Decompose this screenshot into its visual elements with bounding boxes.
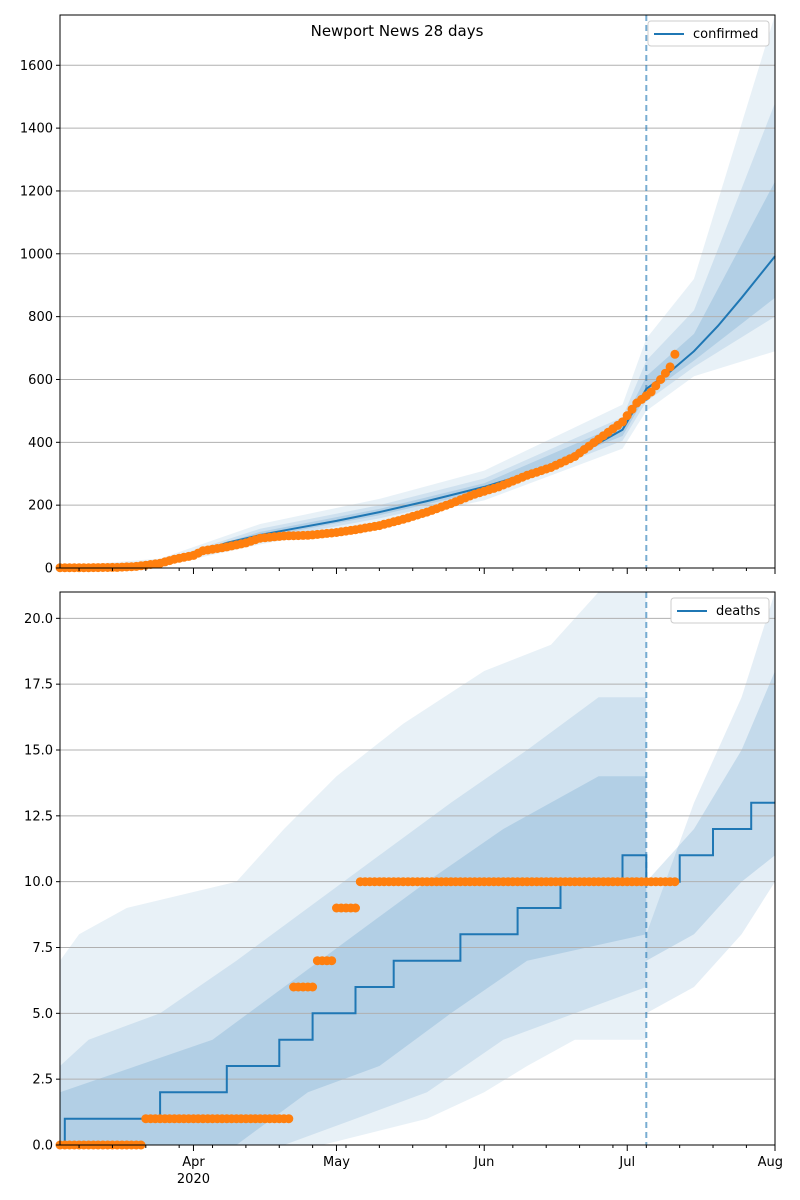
y-tick-label: 17.5 bbox=[24, 678, 53, 693]
confirmed-legend-label: confirmed bbox=[693, 27, 759, 42]
y-tick-label: 20.0 bbox=[24, 612, 53, 627]
deaths-model-line bbox=[60, 801, 775, 1146]
confirmed-panel: 0 200 400 600 800 1000 1200 1400 1600 Newport Ne… bbox=[20, 14, 776, 577]
observed-point bbox=[670, 349, 680, 359]
chart-title: Newport News 28 days bbox=[311, 22, 484, 40]
y-tick-label: 15.0 bbox=[24, 744, 53, 759]
y-tick-label: 400 bbox=[28, 436, 53, 451]
band-middle bbox=[60, 697, 647, 1145]
y-tick-label: 12.5 bbox=[24, 809, 53, 824]
confirmed-confidence-bands bbox=[60, 15, 775, 568]
observed-point bbox=[670, 877, 680, 887]
confirmed-plot-frame bbox=[59, 14, 776, 569]
observed-point bbox=[627, 404, 637, 414]
x-tick-label: Jun bbox=[473, 1155, 494, 1170]
confirmed-y-axis: 0 200 400 600 800 1000 1200 1400 1600 bbox=[20, 59, 60, 577]
band-inner bbox=[60, 776, 647, 1145]
y-tick-label: 0 bbox=[45, 562, 53, 577]
observed-point bbox=[665, 362, 675, 372]
y-tick-label: 1000 bbox=[20, 247, 53, 262]
confirmed-observed-points bbox=[55, 349, 680, 573]
x-tick-sublabel: 2020 bbox=[177, 1172, 210, 1187]
band-outer bbox=[60, 592, 647, 1145]
observed-point bbox=[651, 381, 661, 391]
deaths-confidence-bands bbox=[60, 592, 775, 1145]
x-tick-label: May bbox=[323, 1155, 350, 1170]
confirmed-x-axis bbox=[78, 568, 776, 574]
y-tick-label: 600 bbox=[28, 373, 53, 388]
band-outer bbox=[60, 15, 775, 568]
deaths-legend: deaths bbox=[670, 597, 770, 624]
deaths-plot-frame bbox=[59, 591, 776, 1146]
confirmed-legend: confirmed bbox=[647, 20, 770, 47]
y-tick-label: 200 bbox=[28, 499, 53, 514]
observed-point bbox=[351, 903, 360, 913]
deaths-y-axis: 0.0 2.5 5.0 7.5 10.0 12.5 15.0 17.5 20.0 bbox=[24, 612, 60, 1154]
x-tick-label: Aug bbox=[758, 1155, 783, 1170]
y-tick-label: 5.0 bbox=[32, 1007, 53, 1022]
y-tick-label: 7.5 bbox=[32, 941, 53, 956]
observed-point bbox=[284, 1114, 294, 1124]
observed-point bbox=[308, 982, 318, 992]
deaths-observed-points bbox=[55, 877, 680, 1150]
deaths-panel: 0.0 2.5 5.0 7.5 10.0 12.5 15.0 17.5 20.0 Apr 2020… bbox=[24, 591, 783, 1187]
observed-point bbox=[660, 368, 670, 378]
observed-point bbox=[656, 375, 666, 384]
band-forecast-outer bbox=[646, 592, 775, 1014]
y-tick-label: 1200 bbox=[20, 184, 53, 199]
deaths-legend-label: deaths bbox=[716, 604, 761, 619]
y-tick-label: 1600 bbox=[20, 59, 53, 74]
confirmed-gridlines bbox=[60, 64, 775, 506]
x-tick-label: Apr bbox=[182, 1155, 205, 1170]
deaths-x-axis: Apr 2020 May Jun Jul Aug bbox=[78, 1145, 783, 1187]
y-tick-label: 1400 bbox=[20, 122, 53, 137]
y-tick-label: 2.5 bbox=[32, 1073, 53, 1088]
observed-point bbox=[646, 387, 656, 397]
observed-point bbox=[618, 417, 627, 427]
x-tick-label: Jul bbox=[618, 1155, 635, 1170]
y-tick-label: 0.0 bbox=[32, 1139, 53, 1154]
observed-point bbox=[622, 411, 632, 421]
y-tick-label: 10.0 bbox=[24, 875, 53, 890]
observed-point bbox=[327, 956, 337, 966]
y-tick-label: 800 bbox=[28, 310, 53, 325]
